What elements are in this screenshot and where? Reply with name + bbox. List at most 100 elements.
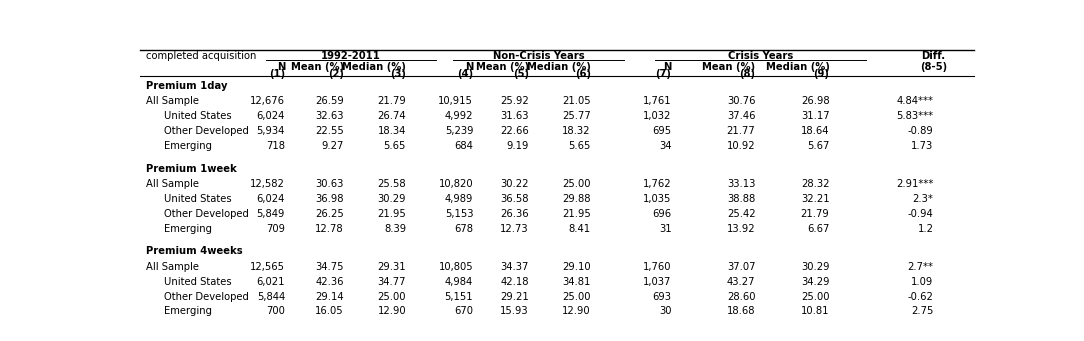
Text: 21.79: 21.79 xyxy=(377,96,406,106)
Text: (9): (9) xyxy=(814,69,829,79)
Text: (4): (4) xyxy=(457,69,474,79)
Text: 1,035: 1,035 xyxy=(643,194,671,204)
Text: 42.18: 42.18 xyxy=(500,277,529,287)
Text: 10,915: 10,915 xyxy=(438,96,474,106)
Text: 33.13: 33.13 xyxy=(727,179,756,189)
Text: Median (%): Median (%) xyxy=(343,62,406,72)
Text: 28.32: 28.32 xyxy=(801,179,829,189)
Text: United States: United States xyxy=(164,111,232,121)
Text: Non-Crisis Years: Non-Crisis Years xyxy=(493,51,584,61)
Text: 10.81: 10.81 xyxy=(801,307,829,316)
Text: 696: 696 xyxy=(653,209,671,219)
Text: 30.29: 30.29 xyxy=(377,194,406,204)
Text: (1): (1) xyxy=(269,69,285,79)
Text: 25.00: 25.00 xyxy=(801,292,829,301)
Text: 28.60: 28.60 xyxy=(727,292,756,301)
Text: Other Developed: Other Developed xyxy=(164,209,249,219)
Text: 32.63: 32.63 xyxy=(315,111,344,121)
Text: 2.7**: 2.7** xyxy=(907,262,933,272)
Text: 25.58: 25.58 xyxy=(377,179,406,189)
Text: Mean (%): Mean (%) xyxy=(291,62,344,72)
Text: Median (%): Median (%) xyxy=(765,62,829,72)
Text: 10,820: 10,820 xyxy=(439,179,474,189)
Text: 21.95: 21.95 xyxy=(563,209,591,219)
Text: 1.2: 1.2 xyxy=(917,224,933,234)
Text: 6,021: 6,021 xyxy=(257,277,285,287)
Text: (8): (8) xyxy=(739,69,756,79)
Text: 34.29: 34.29 xyxy=(801,277,829,287)
Text: 1,032: 1,032 xyxy=(643,111,671,121)
Text: 12.73: 12.73 xyxy=(500,224,529,234)
Text: 42.36: 42.36 xyxy=(315,277,344,287)
Text: 12,582: 12,582 xyxy=(250,179,285,189)
Text: 29.88: 29.88 xyxy=(563,194,591,204)
Text: 26.25: 26.25 xyxy=(315,209,344,219)
Text: 1992-2011: 1992-2011 xyxy=(321,51,380,61)
Text: 1,760: 1,760 xyxy=(643,262,671,272)
Text: 5,239: 5,239 xyxy=(444,126,474,136)
Text: 31.17: 31.17 xyxy=(801,111,829,121)
Text: 26.36: 26.36 xyxy=(500,209,529,219)
Text: 29.31: 29.31 xyxy=(377,262,406,272)
Text: 12.90: 12.90 xyxy=(563,307,591,316)
Text: All Sample: All Sample xyxy=(145,96,198,106)
Text: 26.59: 26.59 xyxy=(315,96,344,106)
Text: 2.91***: 2.91*** xyxy=(896,179,933,189)
Text: Premium 1day: Premium 1day xyxy=(145,80,227,91)
Text: 6.67: 6.67 xyxy=(808,224,829,234)
Text: 22.55: 22.55 xyxy=(315,126,344,136)
Text: 30: 30 xyxy=(659,307,671,316)
Text: (8-5): (8-5) xyxy=(920,62,947,72)
Text: 5,934: 5,934 xyxy=(257,126,285,136)
Text: Crisis Years: Crisis Years xyxy=(728,51,793,61)
Text: 18.64: 18.64 xyxy=(801,126,829,136)
Text: 25.00: 25.00 xyxy=(563,292,591,301)
Text: 37.07: 37.07 xyxy=(727,262,756,272)
Text: -0.89: -0.89 xyxy=(907,126,933,136)
Text: 18.34: 18.34 xyxy=(377,126,406,136)
Text: 25.00: 25.00 xyxy=(563,179,591,189)
Text: United States: United States xyxy=(164,194,232,204)
Text: 6,024: 6,024 xyxy=(257,111,285,121)
Text: 25.92: 25.92 xyxy=(500,96,529,106)
Text: 21.79: 21.79 xyxy=(801,209,829,219)
Text: 12.78: 12.78 xyxy=(315,224,344,234)
Text: Emerging: Emerging xyxy=(164,224,212,234)
Text: (3): (3) xyxy=(390,69,406,79)
Text: Diff.: Diff. xyxy=(921,51,945,61)
Text: Median (%): Median (%) xyxy=(527,62,591,72)
Text: 5.67: 5.67 xyxy=(808,140,829,151)
Text: 36.98: 36.98 xyxy=(315,194,344,204)
Text: Other Developed: Other Developed xyxy=(164,292,249,301)
Text: 693: 693 xyxy=(653,292,671,301)
Text: 684: 684 xyxy=(454,140,474,151)
Text: 4,984: 4,984 xyxy=(444,277,474,287)
Text: 30.22: 30.22 xyxy=(500,179,529,189)
Text: -0.94: -0.94 xyxy=(907,209,933,219)
Text: 5.65: 5.65 xyxy=(568,140,591,151)
Text: 5,849: 5,849 xyxy=(257,209,285,219)
Text: 18.68: 18.68 xyxy=(727,307,756,316)
Text: 30.63: 30.63 xyxy=(315,179,344,189)
Text: 21.05: 21.05 xyxy=(563,96,591,106)
Text: 12,676: 12,676 xyxy=(250,96,285,106)
Text: (5): (5) xyxy=(513,69,529,79)
Text: 34: 34 xyxy=(659,140,671,151)
Text: 6,024: 6,024 xyxy=(257,194,285,204)
Text: Mean (%): Mean (%) xyxy=(476,62,529,72)
Text: 30.29: 30.29 xyxy=(801,262,829,272)
Text: 13.92: 13.92 xyxy=(727,224,756,234)
Text: United States: United States xyxy=(164,277,232,287)
Text: 9.27: 9.27 xyxy=(322,140,344,151)
Text: 32.21: 32.21 xyxy=(801,194,829,204)
Text: 18.32: 18.32 xyxy=(563,126,591,136)
Text: 5.83***: 5.83*** xyxy=(896,111,933,121)
Text: Mean (%): Mean (%) xyxy=(702,62,756,72)
Text: 37.46: 37.46 xyxy=(727,111,756,121)
Text: 9.19: 9.19 xyxy=(506,140,529,151)
Text: 4.84***: 4.84*** xyxy=(896,96,933,106)
Text: N: N xyxy=(663,62,671,72)
Text: Other Developed: Other Developed xyxy=(164,126,249,136)
Text: (2): (2) xyxy=(328,69,344,79)
Text: 5,153: 5,153 xyxy=(444,209,474,219)
